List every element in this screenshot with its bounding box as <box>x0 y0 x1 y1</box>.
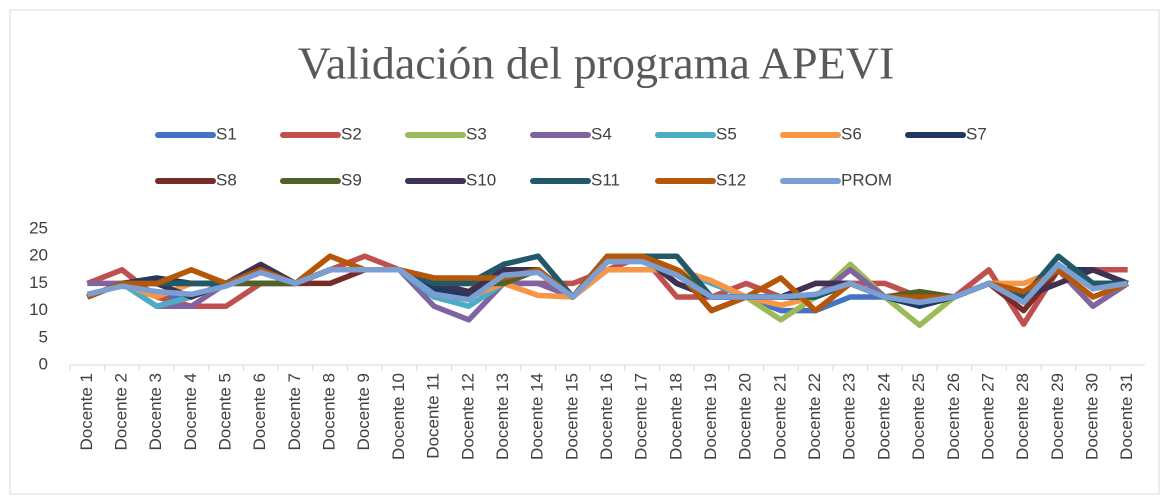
x-tick-label: Docente 15 <box>562 373 581 460</box>
x-tick-label: Docente 29 <box>1048 373 1067 460</box>
x-tick-label: Docente 30 <box>1082 373 1101 460</box>
legend-label: S3 <box>466 124 487 143</box>
x-tick-label: Docente 12 <box>458 373 477 460</box>
x-tick-label: Docente 18 <box>666 373 685 460</box>
x-tick-label: Docente 22 <box>805 373 824 460</box>
x-tick-label: Docente 9 <box>354 373 373 451</box>
x-tick-label: Docente 21 <box>770 373 789 460</box>
legend-label: S5 <box>716 124 737 143</box>
x-tick-label: Docente 11 <box>424 373 443 459</box>
legend-label: S8 <box>216 170 237 189</box>
x-tick-label: Docente 31 <box>1117 373 1136 460</box>
x-tick-label: Docente 28 <box>1013 373 1032 460</box>
x-tick-label: Docente 23 <box>840 373 859 460</box>
x-tick-label: Docente 17 <box>632 373 651 460</box>
legend-label: S9 <box>341 170 362 189</box>
y-tick-label: 5 <box>39 327 48 346</box>
x-tick-label: Docente 13 <box>493 373 512 460</box>
legend-label: S2 <box>341 124 362 143</box>
x-tick-label: Docente 16 <box>597 373 616 460</box>
legend-label: S1 <box>216 124 237 143</box>
x-tick-label: Docente 3 <box>146 373 165 451</box>
y-tick-label: 25 <box>29 218 48 237</box>
legend-label: S12 <box>716 170 746 189</box>
legend-label: S6 <box>841 124 862 143</box>
x-tick-label: Docente 10 <box>389 373 408 460</box>
y-tick-label: 20 <box>29 246 48 265</box>
x-tick-label: Docente 19 <box>701 373 720 460</box>
legend-label: PROM <box>841 170 892 189</box>
x-tick-label: Docente 25 <box>909 373 928 460</box>
x-tick-label: Docente 2 <box>112 373 131 451</box>
legend-label: S4 <box>591 124 612 143</box>
x-tick-label: Docente 26 <box>944 373 963 460</box>
x-tick-label: Docente 24 <box>874 373 893 460</box>
chart-border <box>9 9 1160 495</box>
y-tick-label: 15 <box>29 273 48 292</box>
legend-label: S7 <box>966 124 987 143</box>
y-tick-label: 10 <box>29 300 48 319</box>
x-tick-label: Docente 4 <box>181 373 200 451</box>
legend-label: S10 <box>466 170 496 189</box>
series-line <box>86 258 1129 306</box>
x-tick-label: Docente 27 <box>978 373 997 460</box>
x-tick-label: Docente 8 <box>320 373 339 451</box>
x-tick-label: Docente 1 <box>77 373 96 451</box>
y-tick-label: 0 <box>39 354 48 373</box>
x-tick-label: Docente 14 <box>528 373 547 460</box>
x-tick-label: Docente 6 <box>250 373 269 451</box>
legend-label: S11 <box>591 170 620 189</box>
x-tick-label: Docente 5 <box>216 373 235 451</box>
x-tick-label: Docente 20 <box>736 373 755 460</box>
chart-title: Validación del programa APEVI <box>298 38 895 89</box>
x-tick-label: Docente 7 <box>285 373 304 451</box>
